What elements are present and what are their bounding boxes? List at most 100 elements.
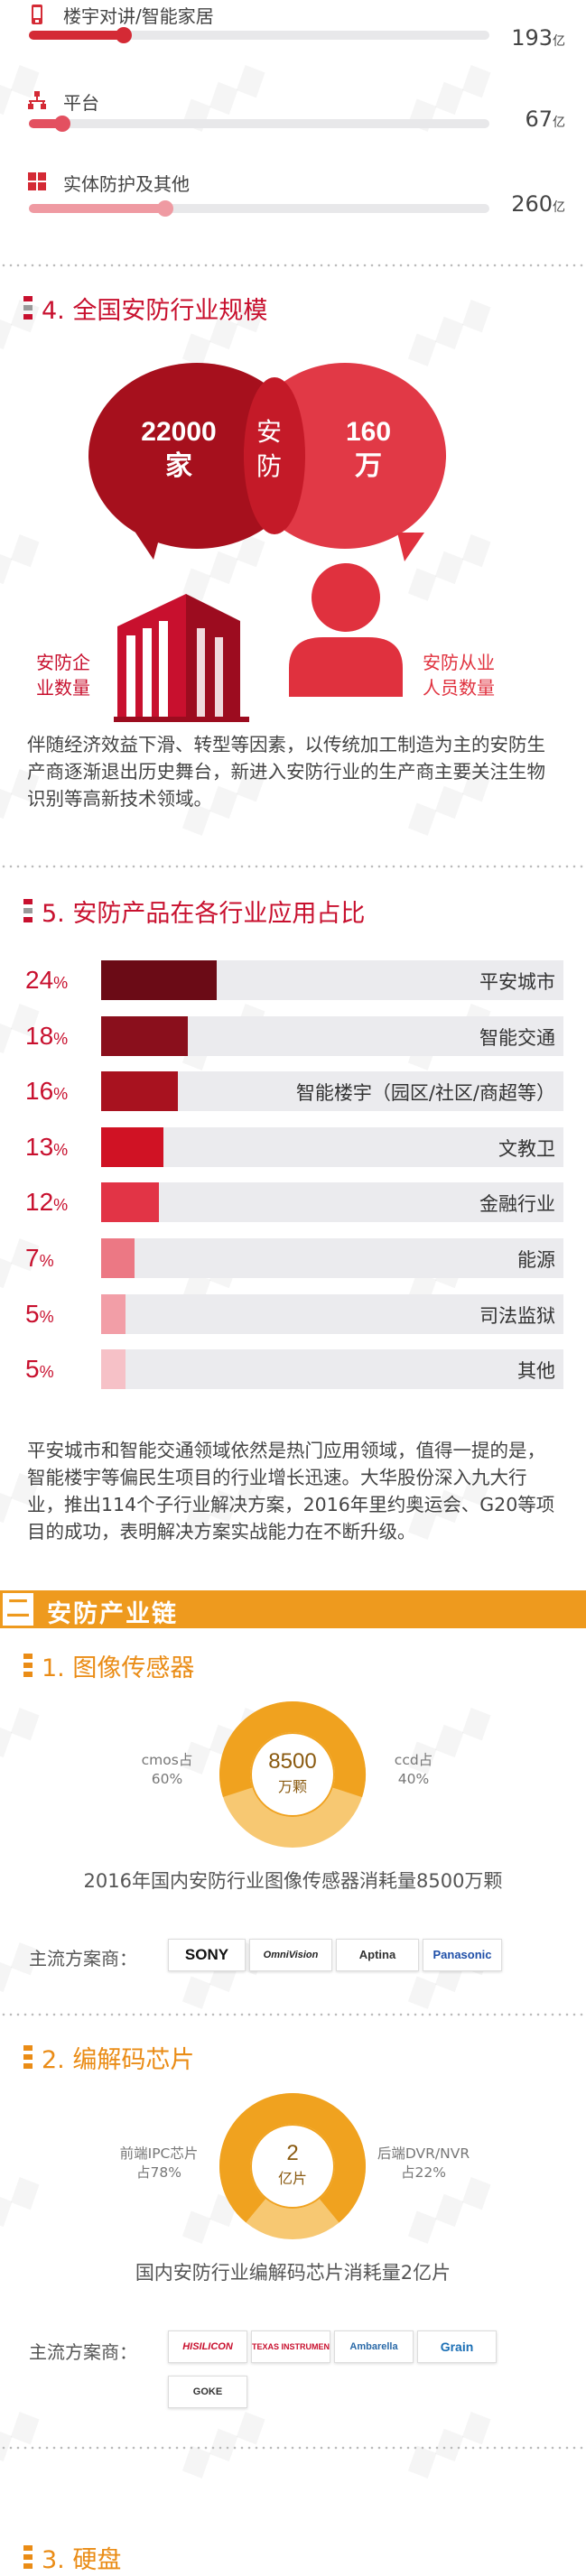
dotted-divider <box>0 2013 586 2016</box>
section5-paragraph: 平安城市和智能交通领域依然是热门应用领域，值得一提的是，智能楼宇等偏民生项目的行… <box>27 1440 555 1543</box>
vendor-logo-aptina: Aptina <box>336 1939 419 1971</box>
market-bar-track <box>29 27 489 43</box>
building-icon <box>114 572 249 726</box>
market-bar-fill <box>29 119 61 128</box>
watermark-mark: ◆◆◆ <box>0 520 47 612</box>
market-bar-fill <box>29 31 123 40</box>
grid-icon <box>27 171 47 191</box>
watermark-mark: ◆◆◆ <box>0 1693 47 1785</box>
industry-bar-percent: 5% <box>25 1299 54 1328</box>
industry-bar-row: 12% 金融行业 <box>25 1182 563 1224</box>
industry-bar-percent: 18% <box>25 1021 69 1050</box>
bubble-overlap <box>244 377 305 534</box>
market-bar-track <box>29 116 489 132</box>
industry-bar-track <box>101 1293 563 1334</box>
section-title: 3. 硬盘 <box>42 2546 122 2574</box>
industry-bar <box>101 1015 188 1056</box>
people-number: 160 万 <box>345 417 392 481</box>
heading-flag-icon <box>23 2045 33 2069</box>
market-bar-knob <box>116 27 132 43</box>
watermark-mark: ◆◆◆ <box>392 2397 498 2489</box>
market-bar-label: 楼宇对讲/智能家居 <box>63 5 214 27</box>
vendor-logo-ti: TEXAS INSTRUMENTS <box>251 2330 330 2363</box>
industry-bar-track <box>101 1349 563 1390</box>
industry-bar-track <box>101 1126 563 1167</box>
watermark-mark: ◆◆◆ <box>392 285 498 377</box>
heading-flag-icon <box>23 2545 33 2569</box>
market-bar-track <box>29 200 489 217</box>
watermark-mark: ◆◆◆ <box>166 2397 273 2489</box>
industry-bar-row: 13% 文教卫 <box>25 1126 563 1169</box>
vendors-label: 主流方案商： <box>29 1948 137 1969</box>
people-label: 安防从业 人员数量 <box>423 652 495 699</box>
companies-number: 22000 家 <box>141 417 217 481</box>
market-bar-knob <box>157 200 173 217</box>
industry-bar-percent: 7% <box>25 1244 54 1272</box>
industry-bar <box>101 1293 126 1334</box>
front-ipc-label: 前端IPC芯片 占78% <box>119 2145 199 2181</box>
person-icon <box>287 561 405 700</box>
industry-bar-percent: 24% <box>25 966 69 994</box>
industry-bar <box>101 1182 159 1223</box>
donut-hole <box>250 2124 335 2209</box>
watermark-mark: ◆◆◆ <box>0 2163 47 2255</box>
industry-bar-label: 智能交通 <box>479 1026 555 1049</box>
industry-bar-label: 其他 <box>517 1360 555 1383</box>
phone-icon <box>27 4 47 24</box>
industry-bar-percent: 16% <box>25 1077 69 1106</box>
industry-bar-row: 5% 司法监狱 <box>25 1293 563 1336</box>
industry-bar-label: 平安城市 <box>479 971 555 993</box>
bubble-tail <box>135 533 161 560</box>
industry-bar-percent: 12% <box>25 1188 69 1217</box>
industry-bar-row: 16% 智能楼宇（园区/社区/商超等） <box>25 1071 563 1113</box>
donut-hole <box>250 1732 335 1817</box>
industry-bar-label: 能源 <box>517 1249 555 1271</box>
industry-bar <box>101 1238 135 1278</box>
vendor-logo-panasonic: Panasonic <box>423 1939 502 1971</box>
sensor-center: 8500 万颗 <box>268 1749 317 1795</box>
industry-bar-track <box>101 1182 563 1223</box>
market-bar-fill <box>29 204 164 213</box>
industry-bar-label: 司法监狱 <box>479 1304 555 1327</box>
codec-caption: 国内安防行业编解码芯片消耗量2亿片 <box>135 2262 451 2284</box>
heading-flag-icon <box>23 296 33 320</box>
industry-bar-label: 金融行业 <box>479 1193 555 1216</box>
vendor-logo-omnivision: OmniVision <box>249 1939 332 1971</box>
bubble-tail <box>397 533 424 561</box>
vendor-logo-goke: GOKE <box>168 2376 247 2408</box>
market-bar-label: 实体防护及其他 <box>63 173 190 195</box>
heading-flag-icon <box>23 1654 33 1677</box>
industry-bar-label: 智能楼宇（园区/社区/商超等） <box>295 1082 555 1105</box>
donut-slice-primary <box>219 2093 366 2239</box>
industry-bar-row: 18% 智能交通 <box>25 1015 563 1058</box>
vendor-logo-hisilicon: HISILICON <box>168 2330 247 2363</box>
codec-center: 2 亿片 <box>277 2141 307 2187</box>
section-title: 2. 编解码芯片 <box>42 2046 195 2074</box>
industry-bar-row: 7% 能源 <box>25 1238 563 1280</box>
section-title: 4. 全国安防行业规模 <box>42 297 268 325</box>
codec-donut <box>215 2089 370 2247</box>
industry-bar-percent: 5% <box>25 1355 54 1384</box>
watermark-mark: ◆◆◆ <box>0 2397 47 2489</box>
center-label: 安 防 <box>256 418 282 480</box>
vendor-logo-ambarella: Ambarella <box>334 2330 414 2363</box>
cmos-label: cmos占 60% <box>141 1752 193 1787</box>
market-bar-row: 实体防护及其他 260亿 <box>23 170 565 224</box>
section4-paragraph: 伴随经济效益下滑、转型等因素，以传统加工制造为主的安防生产商逐渐退出历史舞台，新… <box>27 734 545 810</box>
industry-bar-track <box>101 1071 563 1112</box>
market-bar-value: 193亿 <box>511 25 565 51</box>
band-title: 安防产业链 <box>47 1600 178 1628</box>
market-bar-value: 67亿 <box>525 107 565 132</box>
industry-bar <box>101 1071 179 1112</box>
section-title: 5. 安防产品在各行业应用占比 <box>42 900 366 928</box>
ccd-label: ccd占 40% <box>394 1752 433 1787</box>
vendor-logo-grain: Grain <box>417 2330 497 2363</box>
sensor-donut <box>215 1697 370 1856</box>
dotted-divider <box>0 264 586 267</box>
market-bar-row: 楼宇对讲/智能家居 193亿 <box>23 2 565 56</box>
industry-bar-track <box>101 1238 563 1278</box>
band-number: 二 <box>0 1590 36 1628</box>
industry-bar <box>101 1126 164 1167</box>
dotted-divider <box>0 2446 586 2450</box>
